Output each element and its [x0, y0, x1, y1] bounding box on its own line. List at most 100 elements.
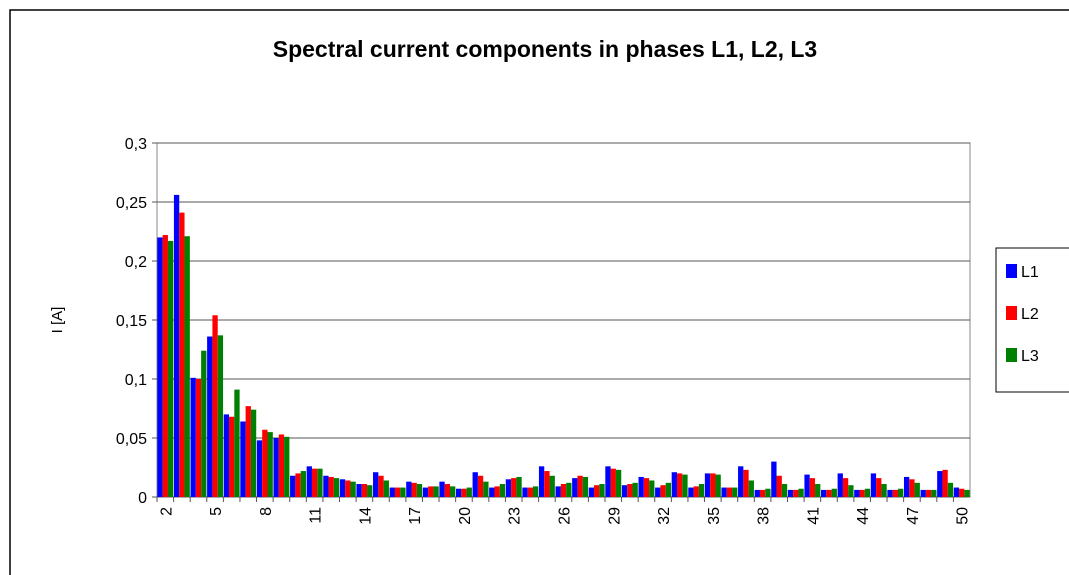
bar	[167, 240, 174, 497]
bar	[621, 485, 628, 497]
legend-swatch	[1006, 306, 1017, 320]
bar	[710, 473, 716, 497]
bar	[721, 487, 727, 497]
bar	[494, 486, 500, 497]
bar	[373, 472, 379, 497]
bar	[676, 473, 683, 497]
x-tick-label: 8	[258, 507, 275, 516]
bar	[959, 488, 965, 497]
bar	[472, 472, 478, 497]
bar	[748, 480, 754, 497]
bar	[804, 474, 810, 497]
bar	[389, 487, 395, 497]
bar	[356, 484, 362, 497]
legend-swatch	[1006, 348, 1017, 362]
bar	[821, 489, 827, 497]
bar	[262, 429, 268, 497]
bar	[466, 487, 472, 497]
bar	[223, 414, 230, 497]
bar	[665, 482, 672, 497]
bar	[610, 468, 616, 497]
bar	[416, 484, 423, 497]
bar	[826, 489, 832, 497]
bar	[897, 488, 904, 497]
bar	[400, 487, 406, 497]
bar	[726, 487, 733, 497]
bar	[842, 478, 849, 497]
bar	[207, 336, 213, 497]
x-tick-label: 38	[756, 507, 773, 525]
x-tick-label: 32	[656, 507, 673, 525]
bar	[439, 481, 445, 497]
bar	[887, 489, 893, 497]
bar	[273, 438, 279, 497]
bar	[688, 487, 694, 497]
bar	[483, 481, 489, 497]
bar	[693, 486, 699, 497]
x-tick-label: 44	[855, 507, 872, 525]
bar	[245, 406, 251, 497]
bar	[560, 484, 567, 497]
bar	[422, 487, 429, 497]
bar	[234, 389, 240, 497]
x-tick-label: 41	[805, 507, 822, 525]
bar	[942, 469, 948, 497]
bar	[477, 475, 484, 497]
y-tick-label: 0,3	[125, 136, 147, 153]
bar	[876, 478, 882, 497]
bar	[527, 487, 533, 497]
bar	[173, 194, 180, 498]
bar	[937, 471, 943, 497]
bar	[909, 479, 915, 497]
bar	[383, 480, 389, 497]
bar	[698, 484, 705, 497]
bar	[195, 379, 202, 497]
bar	[776, 475, 782, 497]
bar	[201, 350, 207, 497]
x-tick-label: 23	[507, 507, 524, 525]
bar	[643, 478, 650, 497]
bar	[914, 482, 920, 497]
bar	[931, 489, 937, 497]
bar	[881, 484, 887, 497]
y-tick-label: 0,1	[125, 372, 147, 389]
bar	[738, 466, 744, 497]
bar	[267, 432, 273, 497]
bar	[378, 475, 384, 497]
bar	[892, 489, 898, 497]
bar	[771, 461, 777, 497]
bar	[809, 478, 816, 497]
y-tick-label: 0,15	[116, 313, 147, 330]
bar	[278, 434, 285, 497]
bar	[345, 480, 351, 497]
bar	[284, 436, 290, 497]
bar	[572, 478, 578, 497]
bar	[759, 489, 766, 497]
bar	[240, 421, 246, 497]
bar	[577, 475, 583, 497]
bar	[444, 484, 451, 497]
legend-label: L3	[1021, 348, 1039, 365]
bar	[461, 488, 467, 497]
bar	[864, 488, 871, 497]
x-tick-label: 2	[158, 507, 175, 516]
bar	[615, 469, 622, 497]
bar	[511, 478, 517, 497]
bar	[323, 475, 329, 497]
x-tick-label: 20	[457, 507, 474, 525]
bar	[787, 489, 794, 497]
y-tick-label: 0,05	[116, 431, 147, 448]
bar	[311, 468, 318, 497]
bar	[450, 486, 456, 497]
legend-label: L1	[1021, 264, 1039, 281]
x-tick-label: 5	[208, 507, 225, 516]
bar	[848, 485, 854, 497]
bar	[538, 466, 545, 497]
bar	[870, 473, 877, 497]
bar	[295, 473, 301, 497]
x-tick-label: 47	[905, 507, 922, 525]
bar	[831, 488, 837, 497]
x-tick-label: 26	[557, 507, 574, 525]
bar	[406, 481, 412, 497]
y-tick-label: 0,25	[116, 195, 147, 212]
